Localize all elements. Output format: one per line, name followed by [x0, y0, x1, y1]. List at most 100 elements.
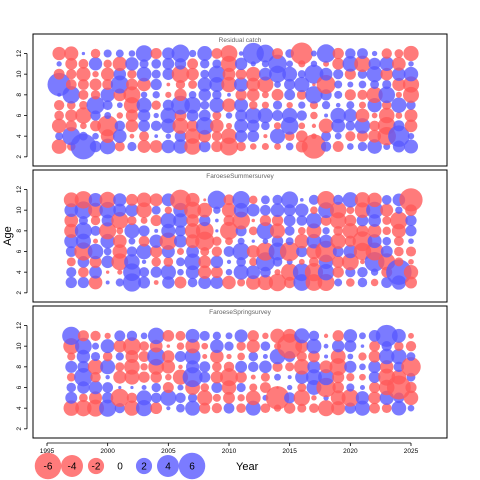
- bubble-point: [330, 107, 346, 124]
- bubble-point: [199, 371, 211, 383]
- bubble-point: [151, 100, 161, 110]
- bubble-point: [391, 328, 406, 343]
- bubble-point: [333, 225, 344, 236]
- bubble-point: [308, 350, 320, 363]
- bubble-point: [403, 66, 419, 82]
- bubble-point: [382, 236, 392, 246]
- bubble-point: [404, 119, 418, 133]
- bubble-point: [127, 141, 137, 152]
- bubble-point: [380, 67, 393, 81]
- bubble-point: [90, 90, 101, 100]
- bubble-point: [323, 343, 329, 349]
- bubble-point: [235, 89, 247, 101]
- bubble-point: [346, 101, 355, 110]
- bubble-point: [391, 348, 407, 365]
- bubble-point: [165, 373, 172, 381]
- bubble-point: [265, 386, 290, 410]
- bubble-point: [324, 113, 329, 118]
- bubble-point: [99, 191, 116, 208]
- bubble-point: [185, 192, 200, 207]
- bubble-point: [66, 267, 77, 278]
- bubble-point: [406, 100, 416, 110]
- bubble-point: [66, 372, 76, 382]
- bubble-point: [296, 245, 308, 258]
- bubble-point: [232, 242, 250, 261]
- bubble-point: [225, 268, 233, 276]
- legend-label: -4: [68, 462, 77, 473]
- bubble-point: [381, 48, 392, 59]
- bubble-point: [381, 195, 392, 205]
- y-axis: 2 4 6 8 10 12: [16, 186, 28, 295]
- bubble-point: [141, 385, 147, 390]
- y-tick-label: 8: [16, 229, 23, 233]
- bubble-point: [114, 141, 125, 152]
- bubble-point: [99, 222, 117, 240]
- bubble-point: [368, 129, 382, 143]
- legend-bubble: [135, 457, 153, 475]
- bubble-point: [259, 214, 272, 227]
- bubble-point: [232, 211, 251, 230]
- bubble-point: [112, 234, 127, 248]
- bubble-point: [379, 348, 395, 365]
- bubble-point: [53, 68, 65, 80]
- bubble-point: [354, 400, 371, 416]
- panel-3: FaroeseSpringsurvey 2 4 6 8 10 12: [16, 305, 448, 439]
- bubble-point: [343, 329, 358, 343]
- panel-title: FaroeseSummersurvey: [206, 173, 274, 180]
- legend-label: 4: [165, 462, 171, 473]
- bubble-point: [176, 403, 185, 413]
- bubble-point: [281, 191, 299, 209]
- bubble-point: [342, 56, 359, 72]
- bubble-point: [358, 101, 366, 109]
- bubble-point: [160, 212, 177, 229]
- bubble-point: [333, 69, 344, 80]
- bubble-point: [171, 44, 190, 63]
- bubble-point: [234, 118, 249, 133]
- bubble-point: [126, 392, 138, 404]
- panel-title: Residual catch: [219, 37, 262, 44]
- bubble-point: [105, 374, 110, 380]
- bubble-point: [324, 354, 329, 359]
- bubble-point: [137, 77, 151, 92]
- bubble-point: [310, 111, 318, 120]
- bubble-point: [65, 57, 78, 70]
- bubble-point: [355, 108, 370, 123]
- bubble-point: [260, 372, 270, 382]
- bubble-point: [185, 338, 200, 354]
- bubble-point: [357, 48, 368, 59]
- bubble-point: [331, 339, 345, 353]
- bubble-point: [226, 353, 232, 360]
- bubble-point: [245, 390, 261, 406]
- bubble-point: [70, 133, 97, 160]
- bubble-point: [322, 227, 330, 235]
- bubble-point: [256, 44, 275, 63]
- bubble-point: [212, 59, 222, 69]
- bubble-point: [138, 371, 150, 383]
- bubble-point: [249, 257, 258, 266]
- bubble-point: [270, 203, 285, 218]
- bubble-point: [198, 140, 211, 153]
- bubble-point: [268, 54, 287, 74]
- bubble-point: [246, 339, 260, 353]
- bubble-point: [126, 78, 138, 91]
- bubble-point: [260, 341, 271, 351]
- y-tick-label: 6: [16, 113, 23, 117]
- bubble-point: [77, 360, 90, 373]
- bubble-point: [137, 109, 151, 122]
- bubble-point: [342, 223, 359, 239]
- bubble-point: [101, 255, 114, 269]
- bubble-point: [90, 48, 101, 59]
- bubble-point: [88, 202, 103, 218]
- bubble-point: [237, 394, 245, 402]
- bubble-point: [162, 350, 175, 363]
- bubble-point: [297, 383, 307, 392]
- y-tick-label: 4: [16, 270, 23, 274]
- bubble-point: [257, 76, 274, 93]
- bubble-point: [207, 190, 227, 210]
- bubble-point: [151, 69, 161, 79]
- bubble-point: [210, 119, 224, 133]
- bubble-point: [113, 339, 127, 353]
- bubble-point: [77, 276, 90, 289]
- bubble-point: [316, 44, 336, 63]
